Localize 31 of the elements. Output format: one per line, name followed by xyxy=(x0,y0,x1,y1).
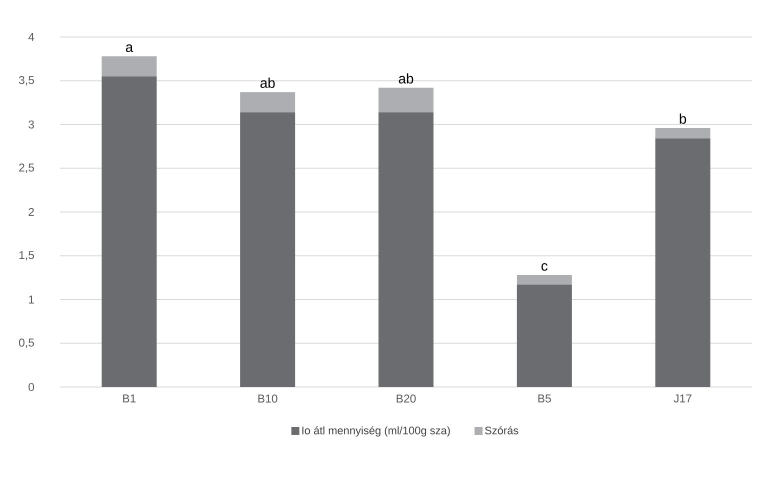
bar xyxy=(240,92,296,112)
legend-label: Szórás xyxy=(485,426,518,434)
y-tick-label: 2,5 xyxy=(19,164,34,173)
y-tick-label: 0 xyxy=(28,382,34,392)
bar xyxy=(102,76,157,387)
x-tick-label: B1 xyxy=(123,394,136,402)
x-tick-label: B20 xyxy=(396,394,416,403)
annotation: a xyxy=(126,44,134,52)
y-tick-label: 1 xyxy=(28,296,34,304)
annotation: ab xyxy=(398,73,414,84)
bar xyxy=(655,138,710,387)
bar xyxy=(655,128,710,138)
y-tick-label: 1,5 xyxy=(19,251,34,260)
legend-label: Io átl mennyiség (ml/100g sza) xyxy=(302,426,450,437)
x-tick-label: B10 xyxy=(258,394,278,403)
annotation: ab xyxy=(260,78,275,88)
annotation: b xyxy=(680,114,686,124)
x-tick-label: B5 xyxy=(538,394,551,403)
y-tick-label: 4 xyxy=(28,33,34,41)
y-tick-label: 3 xyxy=(28,120,34,129)
y-tick-label: 0,5 xyxy=(19,338,34,348)
bar xyxy=(516,284,572,387)
y-tick-label: 2 xyxy=(28,208,34,216)
bar xyxy=(378,112,434,387)
x-tick-label: J17 xyxy=(674,394,692,403)
y-tick-label: 3,5 xyxy=(18,76,34,86)
bar xyxy=(240,112,296,387)
annotation: c xyxy=(542,263,548,271)
bar xyxy=(516,275,572,285)
bar xyxy=(378,88,434,112)
bar xyxy=(102,56,157,76)
